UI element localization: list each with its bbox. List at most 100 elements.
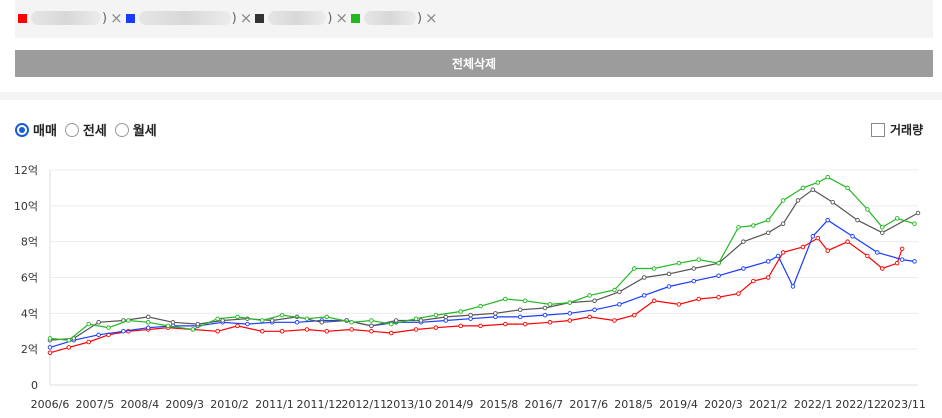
- series-point: [825, 248, 830, 253]
- series-point: [433, 312, 439, 318]
- x-tick-label: 2013/10: [386, 398, 432, 411]
- radio-jeonse[interactable]: 전세: [64, 120, 107, 139]
- remove-complex-icon[interactable]: ×: [110, 8, 123, 27]
- series-point: [810, 234, 816, 239]
- series-color-swatch: [255, 13, 265, 23]
- x-tick-label: 2007/5: [76, 398, 115, 411]
- series-point: [915, 210, 921, 216]
- series-point: [567, 300, 573, 305]
- radio-circle[interactable]: [15, 122, 29, 137]
- paren-close: ): [231, 10, 237, 26]
- series-point: [349, 327, 354, 332]
- series-color-swatch: [350, 13, 360, 23]
- series-point: [145, 314, 151, 320]
- series-point: [592, 298, 597, 304]
- x-tick-label: 2009/3: [165, 398, 204, 411]
- series-point: [830, 200, 835, 205]
- series-point: [547, 320, 553, 325]
- series-point: [641, 293, 647, 298]
- remove-complex-icon[interactable]: ×: [335, 8, 348, 27]
- series-point: [47, 345, 53, 350]
- series-line: [49, 176, 915, 341]
- remove-complex-icon[interactable]: ×: [425, 8, 438, 27]
- selected-complex-chip: ) ×: [255, 8, 351, 27]
- series-point: [676, 302, 682, 307]
- series-point: [741, 239, 746, 244]
- series-point: [765, 230, 771, 235]
- series-point: [912, 259, 917, 264]
- complex-name-redacted: [138, 11, 231, 25]
- series-point: [587, 314, 592, 320]
- series-point: [468, 312, 473, 318]
- series-point: [542, 312, 548, 318]
- series-point: [899, 246, 905, 252]
- series-point: [632, 312, 637, 318]
- clear-all-button[interactable]: 전체삭제: [15, 50, 933, 77]
- series-point: [260, 318, 265, 323]
- x-tick-label: 2010/2: [210, 398, 249, 411]
- series-point: [66, 345, 72, 350]
- series-point: [522, 321, 528, 327]
- x-tick-label: 2014/9: [435, 398, 474, 411]
- series-point: [106, 325, 111, 330]
- radio-circle[interactable]: [114, 122, 129, 137]
- x-tick-label: 2011/1: [255, 398, 294, 411]
- series-point: [587, 293, 592, 298]
- series-point: [388, 330, 394, 336]
- series-point: [245, 321, 250, 327]
- remove-complex-icon[interactable]: ×: [239, 8, 253, 27]
- series-point: [666, 284, 672, 289]
- series-point: [369, 328, 374, 334]
- series-point: [47, 336, 53, 341]
- complex-name-redacted: [363, 11, 416, 25]
- y-tick-label: 0: [31, 379, 38, 392]
- series-point: [215, 316, 220, 321]
- radio-monthly-rent[interactable]: 월세: [114, 120, 157, 139]
- series-point: [458, 309, 463, 314]
- selected-complex-chip: ) ×: [18, 8, 126, 27]
- series-point: [865, 253, 870, 259]
- volume-checkbox[interactable]: 거래량: [871, 121, 923, 138]
- y-tick-label: 10억: [14, 200, 38, 213]
- series-point: [260, 328, 265, 334]
- series-point: [765, 275, 771, 280]
- series-point: [47, 350, 53, 355]
- series-point: [815, 235, 821, 241]
- price-line-chart: 0 2억 4억 6억 8억 10억 12억 2006/6 2007/5 2008/4 2009/3 2…: [14, 164, 926, 411]
- series-point: [96, 332, 101, 338]
- series-point: [369, 318, 374, 323]
- radio-sale[interactable]: 매매: [15, 120, 57, 139]
- series-point: [741, 266, 746, 271]
- paren-close: ): [102, 10, 108, 26]
- radio-circle[interactable]: [64, 122, 79, 137]
- series-point: [235, 323, 240, 329]
- x-tick-label: 2015/8: [480, 398, 519, 411]
- x-tick-label: 2012/11: [341, 398, 387, 411]
- series-point: [493, 314, 498, 320]
- series-point: [716, 260, 721, 266]
- series-point: [220, 318, 225, 323]
- series-color-swatch: [18, 13, 27, 23]
- series-point: [850, 234, 855, 239]
- series-point: [86, 321, 91, 327]
- series-point: [666, 271, 672, 277]
- checkbox-box[interactable]: [871, 122, 885, 137]
- series-point: [592, 307, 597, 312]
- series-point: [433, 325, 439, 330]
- y-tick-label: 8억: [21, 236, 38, 249]
- series-point: [716, 273, 721, 278]
- series-point: [418, 318, 424, 323]
- series-point: [880, 266, 885, 271]
- series-point: [810, 187, 816, 192]
- series-point: [691, 266, 697, 271]
- series-point: [765, 259, 771, 264]
- series-point: [522, 298, 528, 304]
- series-point: [736, 291, 741, 296]
- series-line: [49, 237, 903, 354]
- series-point: [388, 321, 394, 327]
- series-point: [845, 185, 850, 191]
- section-divider: [0, 92, 942, 100]
- radio-label: 월세: [132, 124, 157, 139]
- series-point: [319, 320, 325, 325]
- series-point: [304, 316, 310, 321]
